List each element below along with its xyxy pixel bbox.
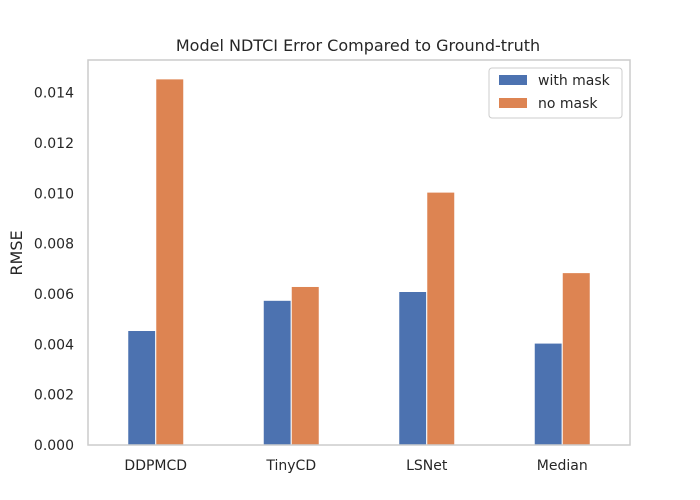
legend-label: no mask (538, 96, 598, 112)
y-tick-label: 0.002 (34, 388, 74, 404)
x-tick-label: DDPMCD (124, 458, 187, 474)
bar-with-mask-lsnet (398, 291, 428, 446)
bar-no-mask-tinycd (290, 285, 320, 446)
y-tick-label: 0.008 (34, 237, 74, 253)
y-tick-label: 0.000 (34, 438, 74, 454)
x-tick-label: TinyCD (265, 458, 316, 474)
plot-frame (87, 59, 631, 446)
bar-with-mask-median (533, 342, 563, 446)
y-tick-label: 0.012 (34, 136, 74, 152)
y-axis-label: RMSE (7, 230, 26, 275)
y-tick-label: 0.006 (34, 287, 74, 303)
x-tick-label: LSNet (406, 458, 448, 474)
y-tick-label: 0.014 (34, 86, 74, 102)
bar-with-mask-tinycd (262, 299, 292, 446)
legend-swatch-no-mask (499, 98, 527, 108)
x-tick-label: Median (537, 458, 588, 474)
y-tick-label: 0.010 (34, 186, 74, 202)
plot-area: 0.000 0.002 0.004 0.006 0.008 0.010 0.012 0.014… (34, 59, 631, 474)
legend-label: with mask (538, 73, 611, 89)
legend-swatch-with-mask (499, 75, 527, 85)
chart-title: Model NDTCI Error Compared to Ground-tru… (176, 36, 540, 55)
bar-no-mask-lsnet (426, 191, 456, 446)
bar-no-mask-ddpmcd (155, 78, 185, 446)
legend: with mask no mask (488, 67, 623, 119)
y-tick-label: 0.004 (34, 337, 74, 353)
bar-with-mask-ddpmcd (127, 330, 157, 446)
bar-no-mask-median (561, 272, 591, 446)
